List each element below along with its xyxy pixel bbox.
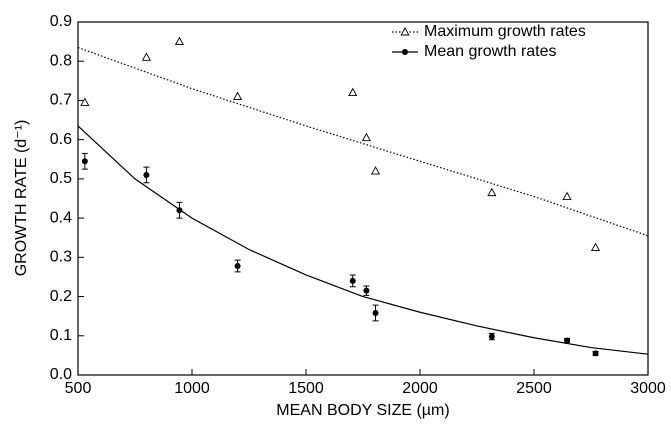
legend-marker [402, 49, 408, 55]
triangle-point [141, 52, 151, 61]
dot-point [564, 337, 571, 344]
x-tick-label: 500 [65, 380, 92, 397]
dot-point [363, 287, 370, 294]
legend-label: Maximum growth rates [424, 23, 586, 40]
x-tick-label: 1000 [174, 380, 210, 397]
triangle-point [174, 36, 185, 46]
x-tick-label: 2000 [402, 380, 438, 397]
y-tick-label: 0.9 [50, 13, 72, 30]
dot-point [176, 207, 183, 214]
y-tick-label: 0.6 [50, 131, 72, 148]
y-tick-label: 0.2 [50, 288, 72, 305]
legend-label: Mean growth rates [424, 43, 557, 60]
y-tick-label: 0.7 [50, 92, 72, 109]
y-tick-label: 0.8 [50, 52, 72, 69]
dot-point [372, 310, 379, 317]
x-tick-label: 3000 [630, 380, 666, 397]
y-tick-label: 0.0 [50, 366, 72, 383]
dot-point [349, 277, 356, 284]
legend-marker [400, 27, 410, 36]
fit-line [77, 46, 649, 237]
triangle-point [233, 91, 243, 100]
fit-line [77, 125, 649, 355]
triangle-point [591, 242, 601, 251]
dot-point [592, 350, 599, 357]
dot-point [143, 171, 150, 178]
dot-point [81, 158, 88, 165]
dot-point [234, 262, 241, 269]
dot-point [488, 333, 495, 340]
triangle-point [562, 191, 572, 200]
x-tick-label: 2500 [516, 380, 552, 397]
y-tick-label: 0.3 [50, 249, 72, 266]
y-tick-label: 0.4 [50, 209, 72, 226]
y-axis-label: GROWTH RATE (d⁻¹) [13, 120, 30, 277]
y-tick-label: 0.1 [50, 327, 72, 344]
x-axis-label: MEAN BODY SIZE (µm) [276, 402, 449, 419]
triangle-point [370, 166, 381, 175]
y-tick-label: 0.5 [50, 170, 72, 187]
plot-frame [77, 21, 649, 376]
x-tick-label: 1500 [288, 380, 324, 397]
triangle-point [348, 87, 358, 97]
triangle-point [487, 187, 497, 197]
triangle-point [80, 97, 90, 106]
triangle-point [361, 132, 371, 142]
